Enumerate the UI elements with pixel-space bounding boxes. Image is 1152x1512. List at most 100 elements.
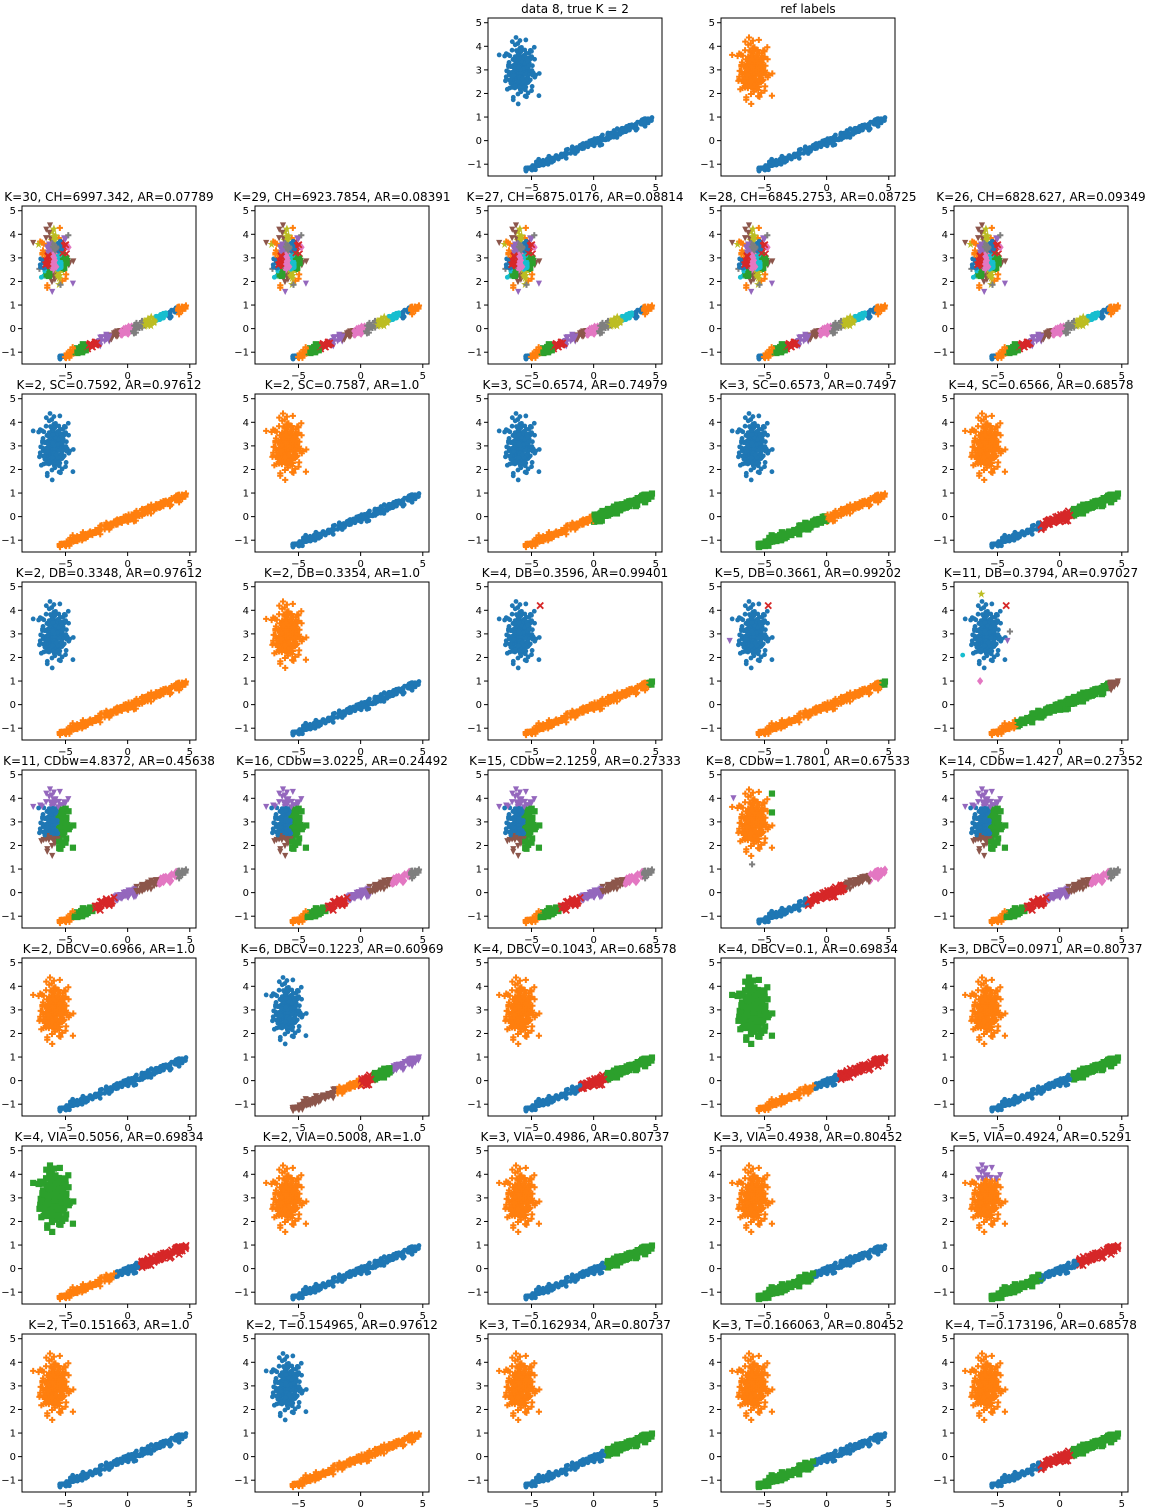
y-tick-label: −1 xyxy=(700,160,715,171)
scatter-point xyxy=(768,280,776,287)
scatter-point xyxy=(535,280,543,287)
y-tick-label: 5 xyxy=(709,206,715,217)
y-tick-label: 3 xyxy=(476,253,482,264)
scatter-point xyxy=(569,144,575,150)
panel-title: K=2, SC=0.7592, AR=0.97612 xyxy=(16,378,201,392)
scatter-point xyxy=(53,452,59,458)
scatter-point xyxy=(513,83,518,89)
scatter-point xyxy=(528,166,534,172)
y-tick-label: 5 xyxy=(243,206,249,217)
y-tick-label: 0 xyxy=(709,136,715,147)
y-tick-label: 3 xyxy=(476,65,482,76)
scatter-point xyxy=(505,428,511,433)
y-tick-label: 1 xyxy=(10,301,16,312)
scatter-point xyxy=(530,72,536,78)
scatter-point xyxy=(516,432,522,438)
scatter-point xyxy=(544,156,550,162)
y-tick-label: 2 xyxy=(709,277,715,288)
scatter-points xyxy=(30,411,190,551)
scatter-point xyxy=(529,459,535,465)
y-tick-label: 0 xyxy=(10,324,16,335)
scatter-point xyxy=(63,459,69,465)
scatter-point xyxy=(307,349,314,356)
scatter-point xyxy=(519,76,525,82)
scatter-point xyxy=(536,93,542,99)
scatter-point xyxy=(523,37,529,43)
scatter-point xyxy=(509,415,515,421)
scatter-point xyxy=(59,434,65,440)
scatter-point xyxy=(496,428,502,434)
scatter-point xyxy=(745,270,752,278)
scatter-point xyxy=(868,119,874,125)
scatter-point xyxy=(510,97,516,103)
scatter-point xyxy=(161,315,166,321)
y-tick-label: 4 xyxy=(10,418,16,429)
scatter-point xyxy=(311,532,317,538)
scatter-point xyxy=(536,156,542,162)
scatter-point xyxy=(30,239,37,247)
scatter-point xyxy=(57,413,63,419)
scatter-point xyxy=(496,239,503,247)
scatter-point xyxy=(755,224,762,232)
scatter-points xyxy=(496,222,656,362)
scatter-point xyxy=(517,38,523,43)
scatter-point xyxy=(524,94,529,100)
panel-title: K=28, CH=6845.2753, AR=0.08725 xyxy=(699,190,916,204)
scatter-point xyxy=(30,428,36,434)
scatter-point xyxy=(614,135,620,140)
scatter-point xyxy=(50,432,56,438)
y-tick-label: 3 xyxy=(10,253,16,264)
scatter-point xyxy=(527,48,533,53)
x-tick-label: 5 xyxy=(420,371,426,382)
scatter-point xyxy=(519,420,524,426)
scatter-point xyxy=(773,349,780,356)
scatter-point xyxy=(516,440,522,446)
y-tick-label: 5 xyxy=(942,206,948,217)
scatter-point xyxy=(524,470,529,476)
scatter-point xyxy=(409,492,415,498)
scatter-point xyxy=(43,423,49,429)
scatter-point xyxy=(552,154,558,160)
scatter-point xyxy=(327,528,333,534)
scatter-points xyxy=(496,35,655,174)
y-tick-label: 1 xyxy=(942,301,948,312)
scatter-panel-4: K=27, CH=6875.0176, AR=0.08814−5 0 5−10123… xyxy=(466,190,683,382)
scatter-point xyxy=(513,35,519,40)
scatter-point xyxy=(52,425,58,431)
scatter-point xyxy=(39,428,45,433)
scatter-point xyxy=(627,315,632,321)
scatter-point xyxy=(729,239,736,247)
y-tick-label: 0 xyxy=(476,324,482,335)
scatter-points xyxy=(962,222,1122,362)
y-tick-label: 4 xyxy=(243,418,249,429)
scatter-point xyxy=(44,473,50,479)
y-tick-label: 2 xyxy=(476,277,482,288)
panel-title: data 8, true K = 2 xyxy=(521,2,629,16)
scatter-points xyxy=(729,34,888,174)
scatter-point xyxy=(768,92,776,99)
scatter-point xyxy=(289,224,296,232)
scatter-panel-2: K=30, CH=6997.342, AR=0.07789−5 0 5−101234… xyxy=(1,190,213,382)
scatter-point xyxy=(868,307,874,313)
scatter-point xyxy=(375,510,381,516)
scatter-point xyxy=(400,315,406,321)
scatter-point xyxy=(769,156,775,162)
scatter-point xyxy=(302,280,310,287)
scatter-point xyxy=(515,288,522,296)
y-tick-label: 0 xyxy=(243,512,249,523)
scatter-point xyxy=(841,134,847,140)
y-tick-label: 1 xyxy=(476,301,482,312)
scatter-point xyxy=(978,270,985,278)
scatter-point xyxy=(74,349,81,356)
scatter-point xyxy=(167,315,173,321)
scatter-point xyxy=(536,447,542,452)
scatter-point xyxy=(526,62,532,68)
scatter-point xyxy=(505,52,511,57)
y-tick-label: 2 xyxy=(243,277,249,288)
y-tick-label: 0 xyxy=(476,136,482,147)
scatter-point xyxy=(530,448,536,454)
scatter-point xyxy=(1086,313,1091,319)
scatter-point xyxy=(396,310,402,316)
